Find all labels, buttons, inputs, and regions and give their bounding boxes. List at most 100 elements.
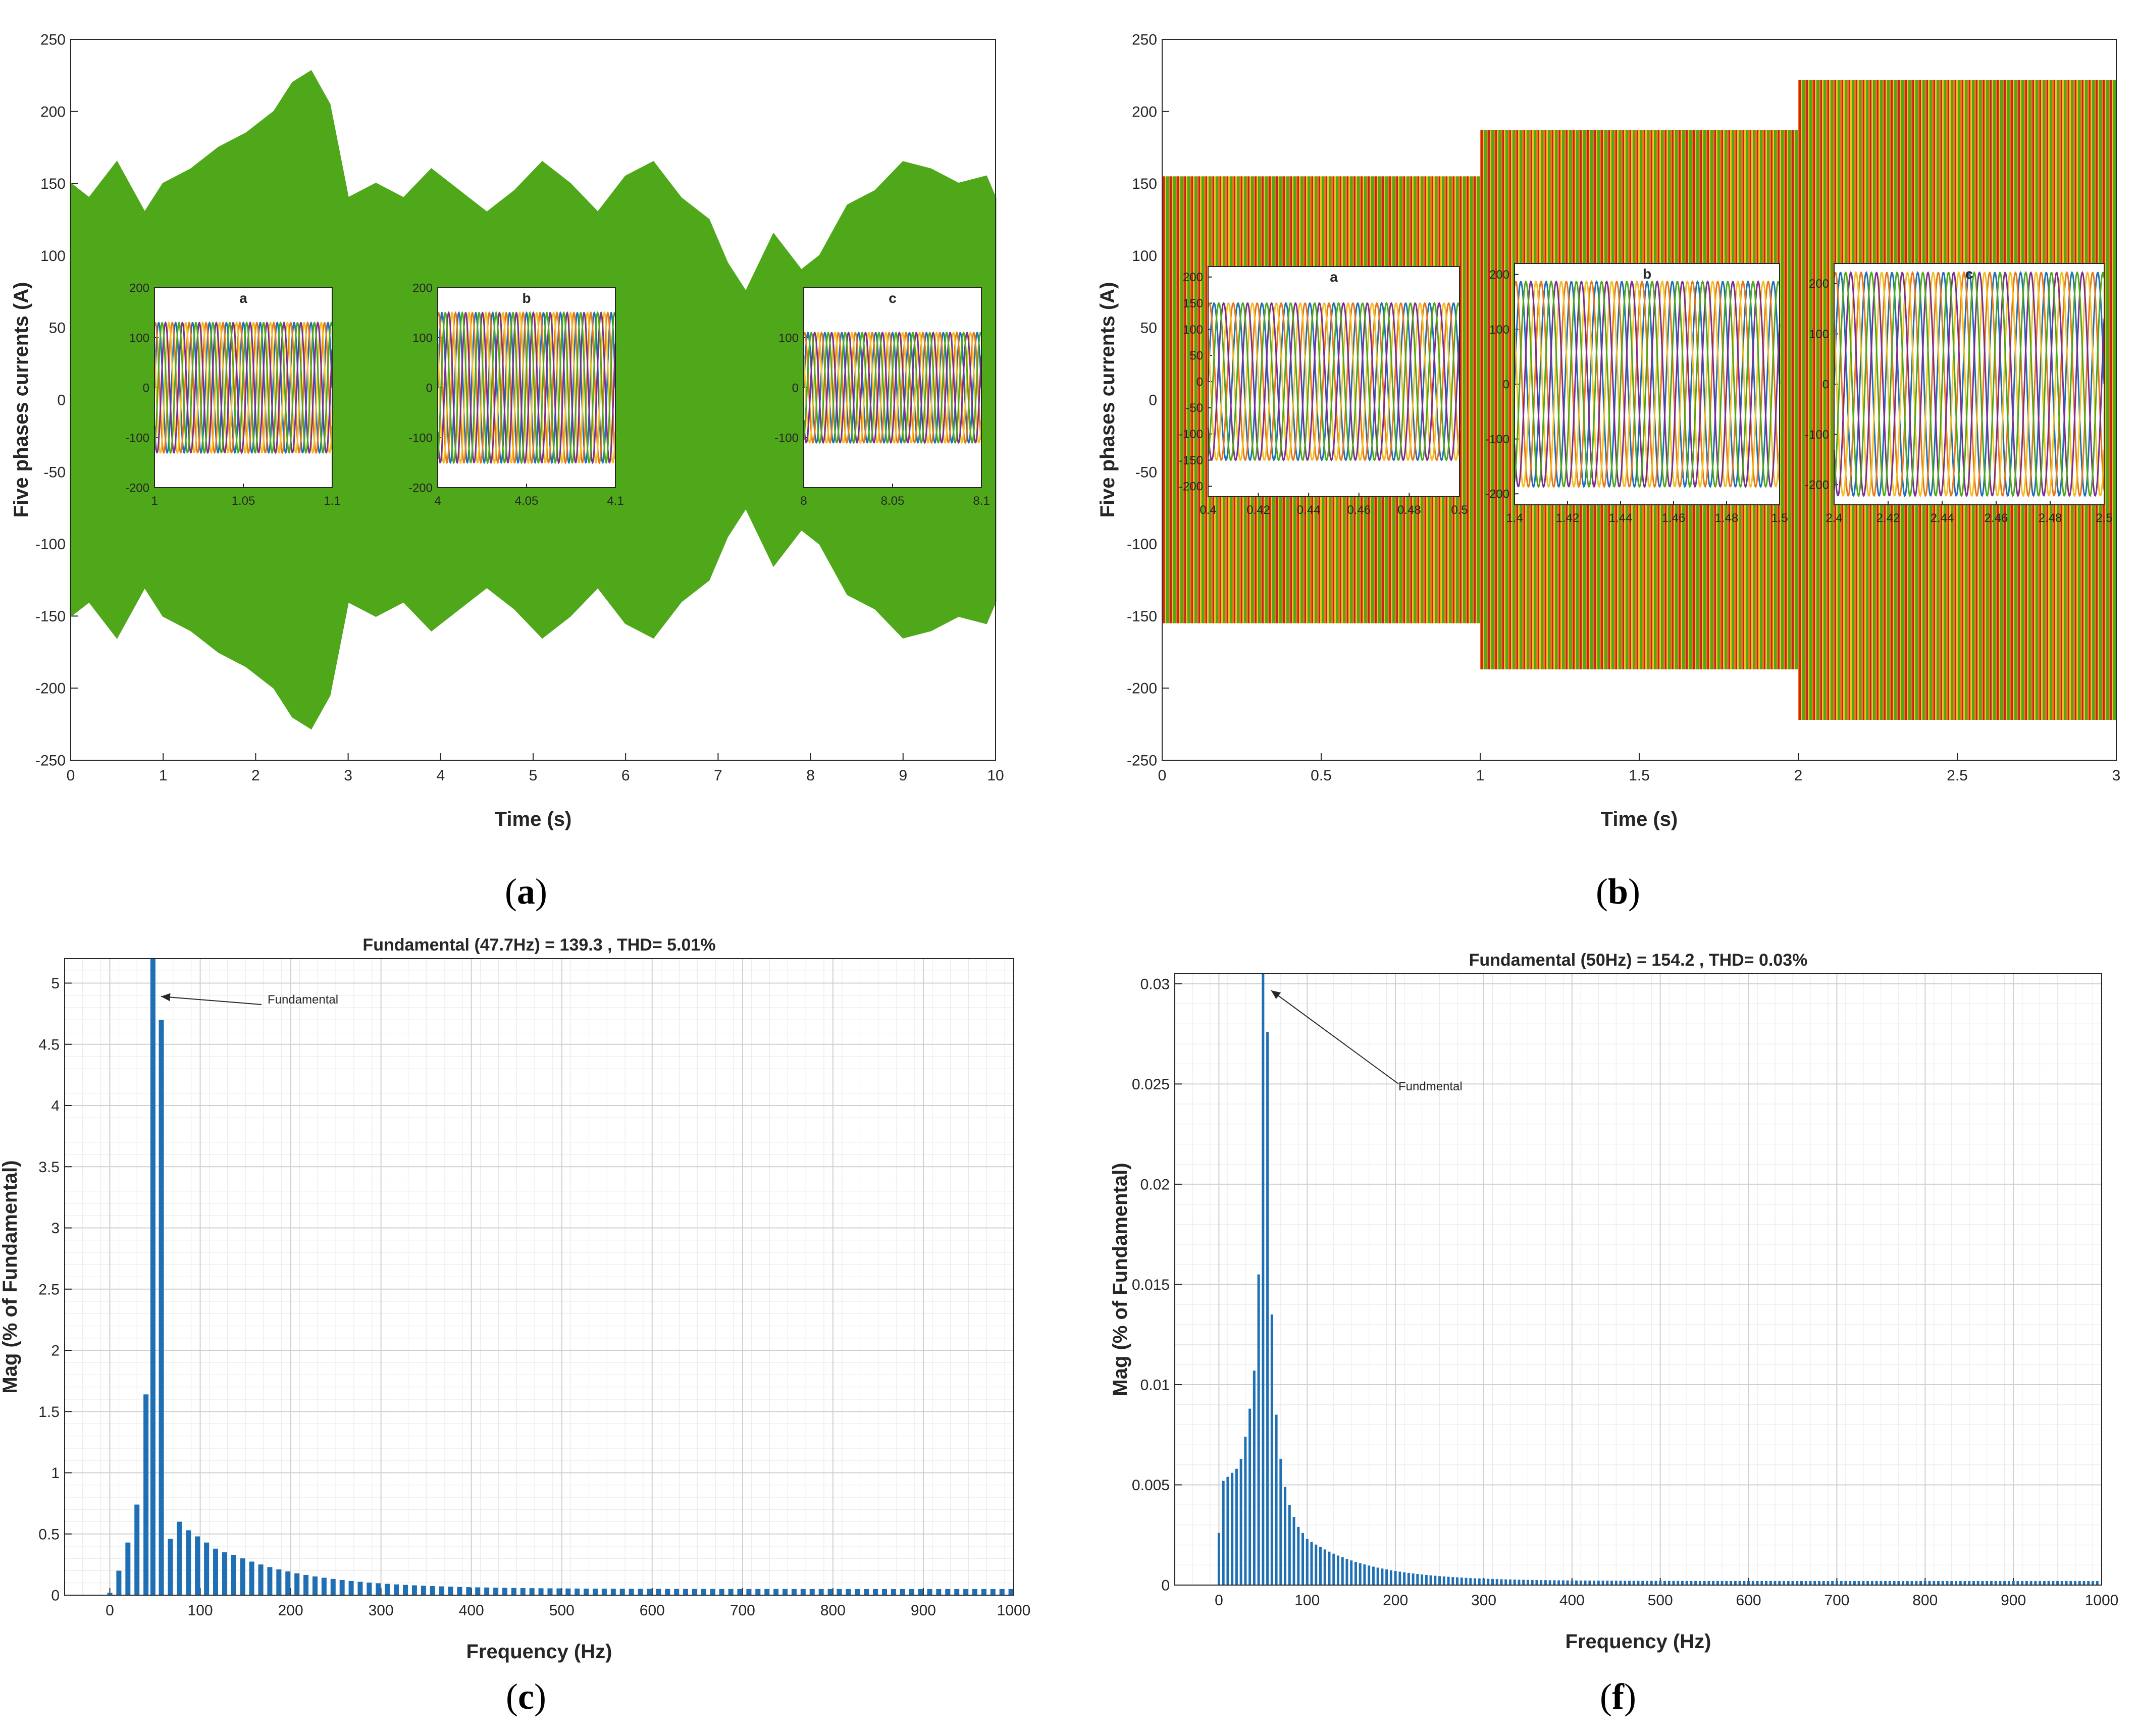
- bar: [143, 1394, 149, 1595]
- bar: [1716, 1581, 1719, 1585]
- x-tick-label: 1.5: [1629, 767, 1650, 784]
- bar: [2007, 1581, 2010, 1585]
- bar: [1231, 1472, 1234, 1585]
- bar: [619, 1589, 625, 1595]
- phase-current-line-1: [1207, 301, 1461, 461]
- bar: [1619, 1581, 1622, 1585]
- phase-current-line-1: [437, 311, 616, 464]
- bar: [1827, 1581, 1830, 1585]
- bar: [1262, 974, 1265, 1585]
- bar: [1248, 1408, 1252, 1585]
- bar: [1350, 1560, 1353, 1585]
- bar: [683, 1589, 689, 1595]
- bar: [1614, 1581, 1618, 1585]
- bar: [1284, 1487, 1287, 1585]
- bar: [963, 1589, 969, 1595]
- x-axis-label: Frequency (Hz): [466, 1641, 612, 1663]
- bar: [1817, 1581, 1820, 1585]
- bar: [1888, 1581, 1891, 1585]
- bar: [1456, 1577, 1459, 1585]
- inset-background: [154, 288, 332, 488]
- bar: [267, 1567, 273, 1595]
- y-tick-label: -100: [1485, 433, 1509, 446]
- bar: [1495, 1579, 1498, 1585]
- y-tick-label: 100: [1489, 323, 1509, 337]
- bar: [1884, 1581, 1887, 1585]
- x-tick-label: 1.5: [1771, 511, 1788, 525]
- bar: [837, 1589, 842, 1595]
- bar: [1968, 1581, 1971, 1585]
- fundamental-arrow: [1271, 990, 1399, 1084]
- y-tick-label: 0: [1822, 378, 1829, 391]
- bar: [1389, 1570, 1392, 1585]
- bar: [746, 1589, 752, 1595]
- bar: [1526, 1580, 1529, 1585]
- panel-label-b: (b): [1596, 871, 1640, 912]
- y-axis-label: Mag (% of Fundamental): [1109, 1163, 1131, 1396]
- bar: [403, 1585, 408, 1595]
- y-tick-label: 0: [1161, 1577, 1170, 1594]
- x-tick-label: 600: [1736, 1592, 1761, 1609]
- bar: [1902, 1581, 1905, 1585]
- bar: [990, 1589, 996, 1595]
- x-tick-label: 0.44: [1297, 503, 1321, 517]
- bar: [1354, 1562, 1357, 1585]
- y-tick-label: 0: [1503, 378, 1509, 391]
- y-tick-label: 100: [1183, 323, 1203, 337]
- x-tick-label: 1.48: [1715, 511, 1739, 525]
- bar: [2074, 1581, 2077, 1585]
- bar: [2016, 1581, 2019, 1585]
- bar: [2029, 1581, 2032, 1585]
- y-tick-label: -50: [1185, 401, 1203, 415]
- y-tick-label: 0: [143, 381, 149, 395]
- bar: [159, 1020, 164, 1595]
- bar: [927, 1589, 932, 1595]
- y-tick-label: -200: [408, 481, 433, 495]
- x-tick-label: 0.4: [1200, 503, 1216, 517]
- bar: [1244, 1437, 1247, 1585]
- bar: [1721, 1581, 1724, 1585]
- bar: [1791, 1581, 1794, 1585]
- bar: [593, 1589, 598, 1595]
- phase-current-line-5: [1514, 280, 1781, 488]
- bar: [1751, 1581, 1754, 1585]
- bar: [1412, 1573, 1415, 1585]
- bar: [276, 1569, 282, 1595]
- bar: [1690, 1581, 1693, 1585]
- bar: [1332, 1553, 1335, 1585]
- bar: [1491, 1579, 1494, 1585]
- bar: [2060, 1581, 2063, 1585]
- inset-title: c: [1965, 266, 1973, 282]
- inset-title: a: [239, 290, 247, 306]
- bar: [737, 1589, 743, 1595]
- bar: [1474, 1578, 1477, 1585]
- bar: [1518, 1580, 1521, 1585]
- bar: [448, 1587, 453, 1595]
- x-tick-label: 8: [800, 494, 807, 508]
- bar: [1597, 1581, 1600, 1585]
- y-tick-label: 1.5: [38, 1404, 60, 1421]
- bar: [1239, 1458, 1242, 1585]
- y-tick-label: -200: [1805, 479, 1829, 492]
- x-tick-label: 700: [730, 1602, 755, 1619]
- y-tick-label: 100: [129, 331, 149, 345]
- x-tick-label: 4.1: [607, 494, 623, 508]
- bar: [1610, 1581, 1613, 1585]
- x-tick-label: 4: [434, 494, 441, 508]
- bar: [764, 1589, 770, 1595]
- bar: [1266, 1032, 1269, 1585]
- x-tick-label: 800: [820, 1602, 846, 1619]
- plot-frame: [64, 958, 1014, 1596]
- bar: [1725, 1581, 1728, 1585]
- phase-current-line-1: [1833, 271, 2105, 497]
- bar: [1946, 1581, 1949, 1585]
- bar: [357, 1582, 363, 1595]
- y-tick-label: 3.5: [38, 1159, 60, 1176]
- bar: [1897, 1581, 1900, 1585]
- x-tick-label: 400: [1559, 1592, 1585, 1609]
- x-tick-label: 1000: [997, 1602, 1031, 1619]
- x-tick-label: 2: [1794, 767, 1803, 784]
- bar: [1336, 1555, 1339, 1585]
- bar: [394, 1584, 399, 1595]
- chart-b: 0 0.5 1 1.5 2 2.5 3 -250 -200 -150 -100 -50 0 50 100 15…: [1097, 32, 2120, 831]
